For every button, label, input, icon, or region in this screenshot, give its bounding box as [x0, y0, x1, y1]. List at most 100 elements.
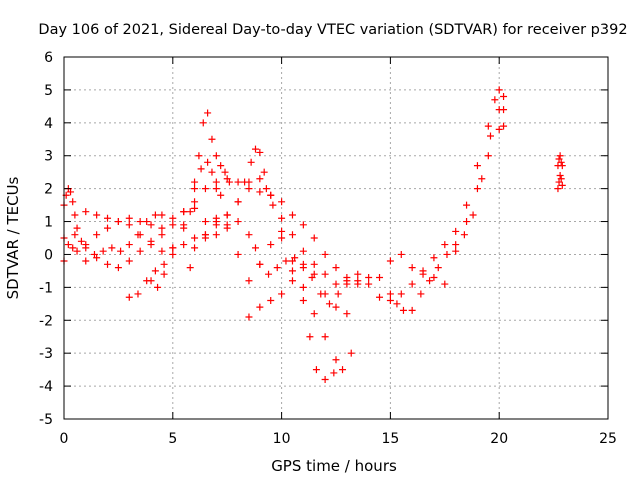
data-point — [321, 250, 329, 258]
data-point — [473, 162, 481, 170]
data-point — [108, 244, 116, 252]
series-arc-10 — [386, 106, 508, 314]
data-point — [321, 376, 329, 384]
data-point — [82, 208, 90, 216]
data-point — [234, 250, 242, 258]
data-point — [204, 158, 212, 166]
data-point — [408, 306, 416, 314]
data-point — [288, 231, 296, 239]
data-point — [321, 270, 329, 278]
x-tick-label: 15 — [381, 431, 399, 447]
data-point — [265, 270, 273, 278]
data-points — [60, 86, 566, 384]
data-point — [332, 303, 340, 311]
data-point — [463, 201, 471, 209]
data-point — [278, 227, 286, 235]
data-point — [160, 260, 168, 268]
y-axis-label: SDTVAR / TECUs — [4, 176, 22, 299]
data-point — [430, 273, 438, 281]
data-point — [180, 221, 188, 229]
data-point — [365, 280, 373, 288]
data-point — [136, 231, 144, 239]
data-point — [169, 250, 177, 258]
data-point — [441, 280, 449, 288]
data-point — [197, 165, 205, 173]
data-point — [463, 218, 471, 226]
data-point — [114, 218, 122, 226]
data-point — [64, 241, 72, 249]
x-tick-label: 25 — [599, 431, 617, 447]
data-point — [158, 224, 166, 232]
data-point — [212, 218, 220, 226]
data-point — [241, 178, 249, 186]
data-point — [441, 241, 449, 249]
data-point — [82, 257, 90, 265]
data-point — [160, 270, 168, 278]
data-point — [256, 260, 264, 268]
chart-title: Day 106 of 2021, Sidereal Day-to-day VTE… — [38, 22, 627, 38]
data-point — [558, 162, 566, 170]
plot-frame — [63, 56, 609, 420]
data-point — [186, 208, 194, 216]
data-point — [332, 356, 340, 364]
data-point — [147, 277, 155, 285]
data-point — [288, 277, 296, 285]
data-point — [291, 254, 299, 262]
data-point — [212, 178, 220, 186]
data-point — [125, 214, 133, 222]
series-arc-11 — [554, 152, 566, 193]
data-point — [201, 218, 209, 226]
data-point — [484, 152, 492, 160]
y-tick-label: -2 — [39, 313, 53, 329]
data-point — [251, 145, 259, 153]
data-point — [321, 333, 329, 341]
y-tick-label: -5 — [39, 412, 53, 428]
data-point — [73, 247, 81, 255]
y-tick-label: 0 — [44, 247, 53, 263]
data-point — [99, 247, 107, 255]
x-tick-label: 0 — [60, 431, 69, 447]
data-point — [317, 290, 325, 298]
data-point — [452, 247, 460, 255]
data-point — [269, 201, 277, 209]
data-point — [273, 264, 281, 272]
data-point — [158, 211, 166, 219]
data-point — [201, 185, 209, 193]
data-point — [386, 290, 394, 298]
data-point — [267, 191, 275, 199]
data-point — [180, 208, 188, 216]
data-point — [93, 231, 101, 239]
data-point — [473, 185, 481, 193]
data-point — [330, 369, 338, 377]
data-point — [430, 254, 438, 262]
data-point — [69, 198, 77, 206]
data-point — [299, 221, 307, 229]
y-tick-label: -4 — [39, 379, 53, 395]
data-point — [223, 224, 231, 232]
y-tick-label: -1 — [39, 280, 53, 296]
data-point — [212, 231, 220, 239]
data-point — [397, 250, 405, 258]
data-point — [125, 241, 133, 249]
data-point — [158, 247, 166, 255]
data-point — [325, 300, 333, 308]
data-point — [484, 122, 492, 130]
data-point — [288, 267, 296, 275]
data-point — [136, 247, 144, 255]
data-point — [426, 277, 434, 285]
data-point — [557, 158, 565, 166]
data-point — [191, 244, 199, 252]
data-point — [125, 221, 133, 229]
data-point — [556, 152, 564, 160]
data-point — [308, 273, 316, 281]
data-point — [234, 178, 242, 186]
data-point — [147, 241, 155, 249]
data-point — [408, 280, 416, 288]
data-point — [343, 277, 351, 285]
data-point — [278, 198, 286, 206]
data-point — [478, 175, 486, 183]
data-point — [212, 152, 220, 160]
data-point — [117, 247, 125, 255]
x-tick-label: 5 — [168, 431, 177, 447]
data-point — [154, 283, 162, 291]
